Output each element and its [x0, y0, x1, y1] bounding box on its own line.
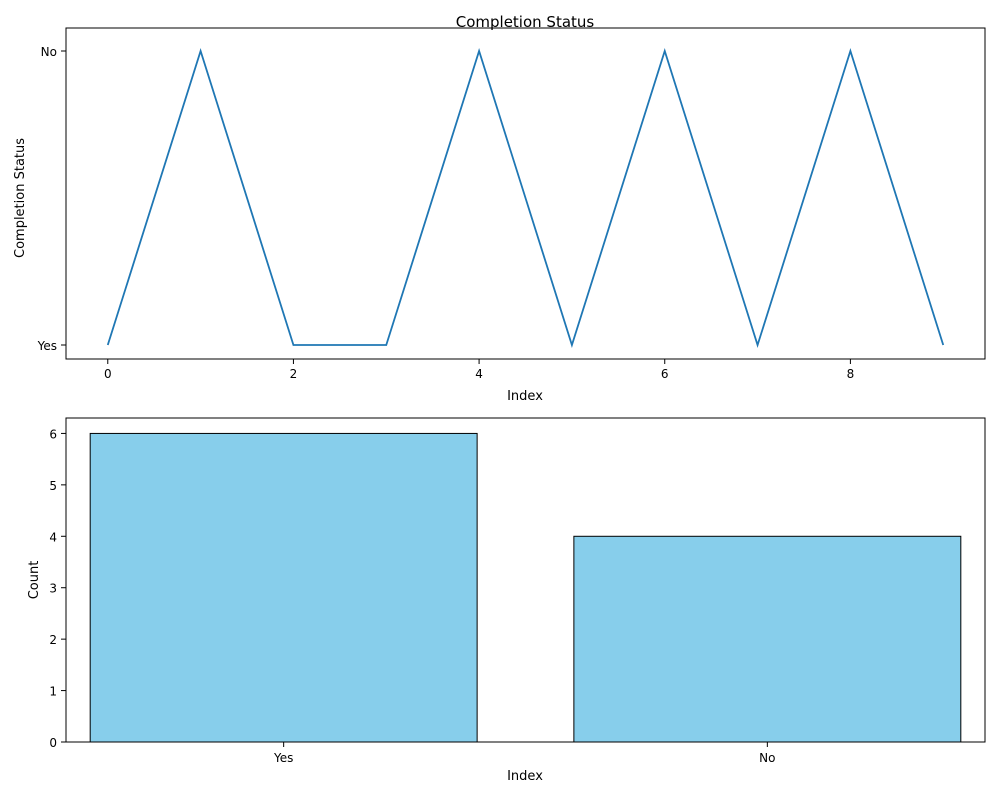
line-chart-x-axis-label: Index [507, 389, 543, 404]
line-chart-y-tick-label: No [41, 45, 57, 59]
bar-chart-x-tick-label: Yes [273, 751, 293, 765]
bar-chart-y-tick-label: 5 [49, 479, 57, 493]
bar-chart-y-tick-label: 1 [49, 685, 57, 699]
line-chart-x-tick-label: 8 [847, 367, 855, 381]
bar-chart-y-tick-label: 0 [49, 736, 57, 750]
bar-no [573, 535, 962, 743]
bar-chart-y-axis-label: Count [27, 561, 42, 600]
bar-chart-x-tick-label: No [759, 751, 775, 765]
bar-yes [89, 432, 478, 743]
bar-chart-x-axis: Yes No [273, 742, 776, 765]
line-chart-y-tick-label: Yes [37, 339, 57, 353]
line-chart-title: Completion Status [456, 13, 595, 31]
bar-chart-y-tick-label: 3 [49, 582, 57, 596]
bar-chart-y-tick-label: 6 [49, 427, 57, 441]
bar-chart-x-axis-label: Index [507, 769, 543, 784]
line-chart-axes-frame [65, 27, 986, 360]
bar-chart-y-axis: 0 1 2 3 4 5 6 [49, 427, 66, 750]
line-series-completion-status [106, 48, 945, 348]
bar-chart-bars [89, 432, 962, 743]
line-chart-x-axis: 0 2 4 6 8 [104, 359, 854, 381]
line-chart-points [107, 50, 944, 346]
line-chart-x-tick-label: 0 [104, 367, 112, 381]
line-chart: Completion Status Yes No 0 2 4 6 8 Index Comp… [13, 13, 986, 404]
bar-chart-y-tick-label: 2 [49, 633, 57, 647]
bar-chart: 0 1 2 3 4 5 6 Yes No Index Count [27, 417, 986, 784]
line-chart-y-axis: Yes No [37, 45, 66, 353]
line-chart-x-tick-label: 2 [290, 367, 298, 381]
line-chart-x-tick-label: 4 [475, 367, 483, 381]
line-chart-y-axis-label: Completion Status [13, 138, 28, 258]
bar-chart-y-tick-label: 4 [49, 530, 57, 544]
line-chart-x-tick-label: 6 [661, 367, 669, 381]
bar-chart-axes-frame [65, 417, 986, 743]
